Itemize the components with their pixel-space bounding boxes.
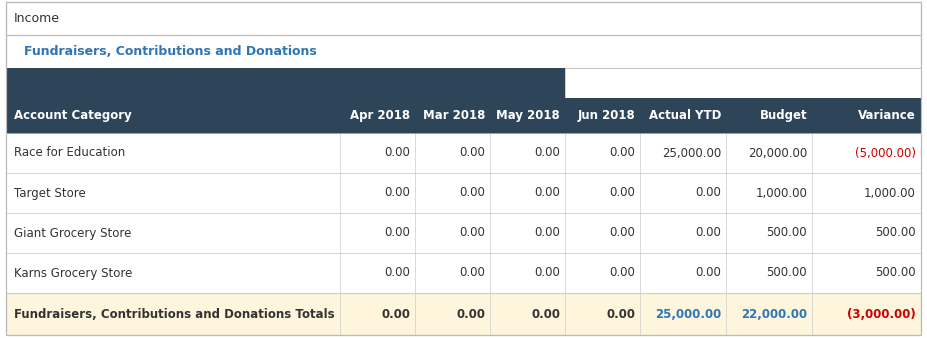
- Bar: [6, 35, 921, 68]
- Text: Jun 2018: Jun 2018: [578, 109, 635, 122]
- Bar: [6, 68, 565, 98]
- Bar: [6, 2, 921, 35]
- Text: 0.00: 0.00: [609, 146, 635, 160]
- Text: Karns Grocery Store: Karns Grocery Store: [14, 266, 133, 280]
- Text: Actual YTD: Actual YTD: [649, 109, 721, 122]
- Text: 0.00: 0.00: [534, 146, 560, 160]
- Text: 1,000.00: 1,000.00: [756, 187, 807, 199]
- Text: 500.00: 500.00: [875, 266, 916, 280]
- Bar: [6, 293, 921, 335]
- Text: Race for Education: Race for Education: [14, 146, 125, 160]
- Text: Giant Grocery Store: Giant Grocery Store: [14, 226, 132, 240]
- Bar: [6, 213, 921, 253]
- Text: 0.00: 0.00: [381, 308, 410, 320]
- Text: 25,000.00: 25,000.00: [662, 146, 721, 160]
- Text: Mar 2018: Mar 2018: [423, 109, 485, 122]
- Text: 0.00: 0.00: [384, 226, 410, 240]
- Text: 0.00: 0.00: [459, 226, 485, 240]
- Bar: [6, 173, 921, 213]
- Text: (3,000.00): (3,000.00): [847, 308, 916, 320]
- Text: 20,000.00: 20,000.00: [748, 146, 807, 160]
- Bar: [565, 68, 921, 98]
- Bar: [6, 98, 921, 133]
- Text: 0.00: 0.00: [456, 308, 485, 320]
- Text: 0.00: 0.00: [609, 266, 635, 280]
- Text: (5,000.00): (5,000.00): [855, 146, 916, 160]
- Text: 0.00: 0.00: [384, 187, 410, 199]
- Text: Income: Income: [14, 12, 60, 25]
- Text: Apr 2018: Apr 2018: [349, 109, 410, 122]
- Text: 0.00: 0.00: [384, 146, 410, 160]
- Text: Fundraisers, Contributions and Donations: Fundraisers, Contributions and Donations: [24, 45, 317, 58]
- Text: 0.00: 0.00: [609, 187, 635, 199]
- Text: Budget: Budget: [759, 109, 807, 122]
- Text: Fundraisers, Contributions and Donations Totals: Fundraisers, Contributions and Donations…: [14, 308, 335, 320]
- Text: May 2018: May 2018: [496, 109, 560, 122]
- Text: 0.00: 0.00: [534, 266, 560, 280]
- Text: Account Category: Account Category: [14, 109, 132, 122]
- Text: Variance: Variance: [858, 109, 916, 122]
- Bar: [6, 133, 921, 173]
- Text: 1,000.00: 1,000.00: [864, 187, 916, 199]
- Text: 22,000.00: 22,000.00: [741, 308, 807, 320]
- Text: 0.00: 0.00: [534, 226, 560, 240]
- Text: 0.00: 0.00: [606, 308, 635, 320]
- Text: 500.00: 500.00: [875, 226, 916, 240]
- Text: 0.00: 0.00: [695, 266, 721, 280]
- Text: 0.00: 0.00: [695, 226, 721, 240]
- Text: 0.00: 0.00: [384, 266, 410, 280]
- Text: 0.00: 0.00: [534, 187, 560, 199]
- Text: 0.00: 0.00: [609, 226, 635, 240]
- Text: 0.00: 0.00: [531, 308, 560, 320]
- Text: 0.00: 0.00: [695, 187, 721, 199]
- Text: Target Store: Target Store: [14, 187, 86, 199]
- Text: 500.00: 500.00: [767, 266, 807, 280]
- Text: 500.00: 500.00: [767, 226, 807, 240]
- Bar: [6, 253, 921, 293]
- Text: 0.00: 0.00: [459, 146, 485, 160]
- Text: 0.00: 0.00: [459, 187, 485, 199]
- Text: 25,000.00: 25,000.00: [654, 308, 721, 320]
- Text: 0.00: 0.00: [459, 266, 485, 280]
